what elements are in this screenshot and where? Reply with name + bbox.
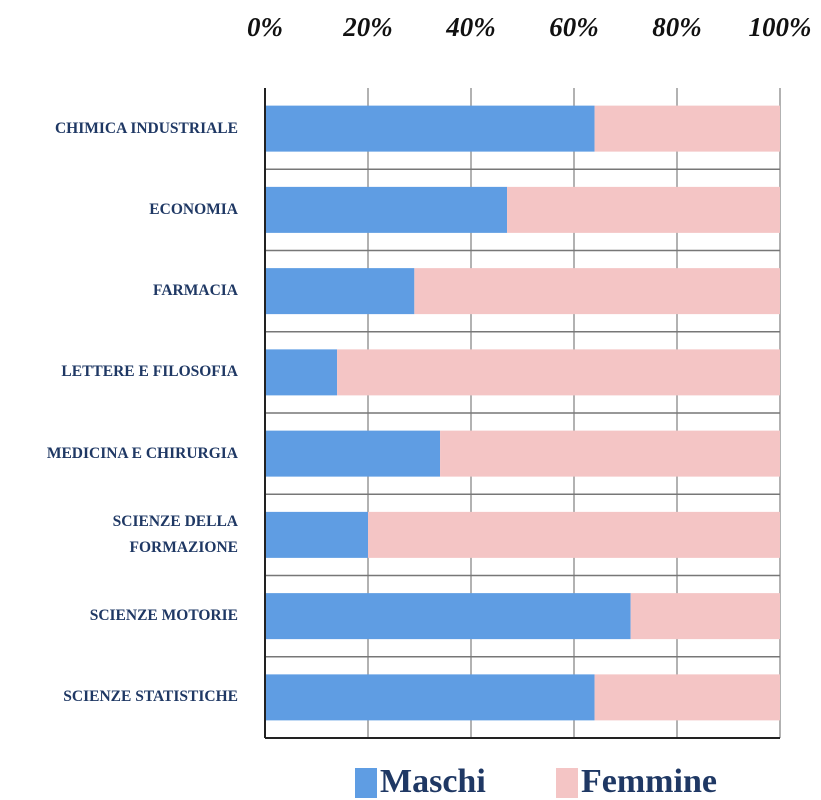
- x-tick-label: 20%: [342, 12, 393, 42]
- bar-segment: [594, 674, 780, 721]
- bar-segment: [265, 593, 631, 640]
- category-label: CHIMICA INDUSTRIALE: [54, 119, 238, 137]
- bar-segment: [265, 674, 595, 721]
- category-label: FARMACIA: [153, 282, 238, 300]
- legend-label: Maschi: [380, 763, 486, 800]
- bar-segment: [265, 186, 508, 233]
- bar-segment: [337, 349, 780, 396]
- bar-segment: [594, 105, 780, 152]
- bar-segment: [265, 511, 368, 558]
- x-tick-label: 0%: [247, 12, 283, 42]
- legend-label: Femmine: [581, 763, 717, 800]
- bar-segment: [630, 593, 780, 640]
- bar-segment: [440, 430, 780, 477]
- bar-segment: [265, 105, 595, 152]
- category-label: SCIENZE MOTORIE: [89, 607, 238, 625]
- x-tick-label: 100%: [749, 12, 812, 42]
- bar-segment: [414, 268, 780, 315]
- category-label: ECONOMIA: [149, 200, 238, 218]
- bar-segment: [265, 430, 441, 477]
- category-label: LETTERE E FILOSOFIA: [61, 363, 238, 381]
- x-tick-label: 80%: [652, 12, 702, 42]
- category-label: SCIENZE STATISTICHE: [63, 688, 238, 706]
- x-tick-label: 60%: [549, 12, 599, 42]
- bar-segment: [368, 511, 780, 558]
- category-label: SCIENZE DELLA FORMAZIONE: [112, 512, 238, 556]
- bar-segment: [507, 186, 780, 233]
- legend-swatch: [556, 768, 578, 798]
- legend-swatch: [355, 768, 377, 798]
- category-label: MEDICINA E CHIRURGIA: [46, 444, 238, 462]
- x-tick-label: 40%: [445, 12, 496, 42]
- bar-segment: [265, 268, 415, 315]
- bar-segment: [265, 349, 338, 396]
